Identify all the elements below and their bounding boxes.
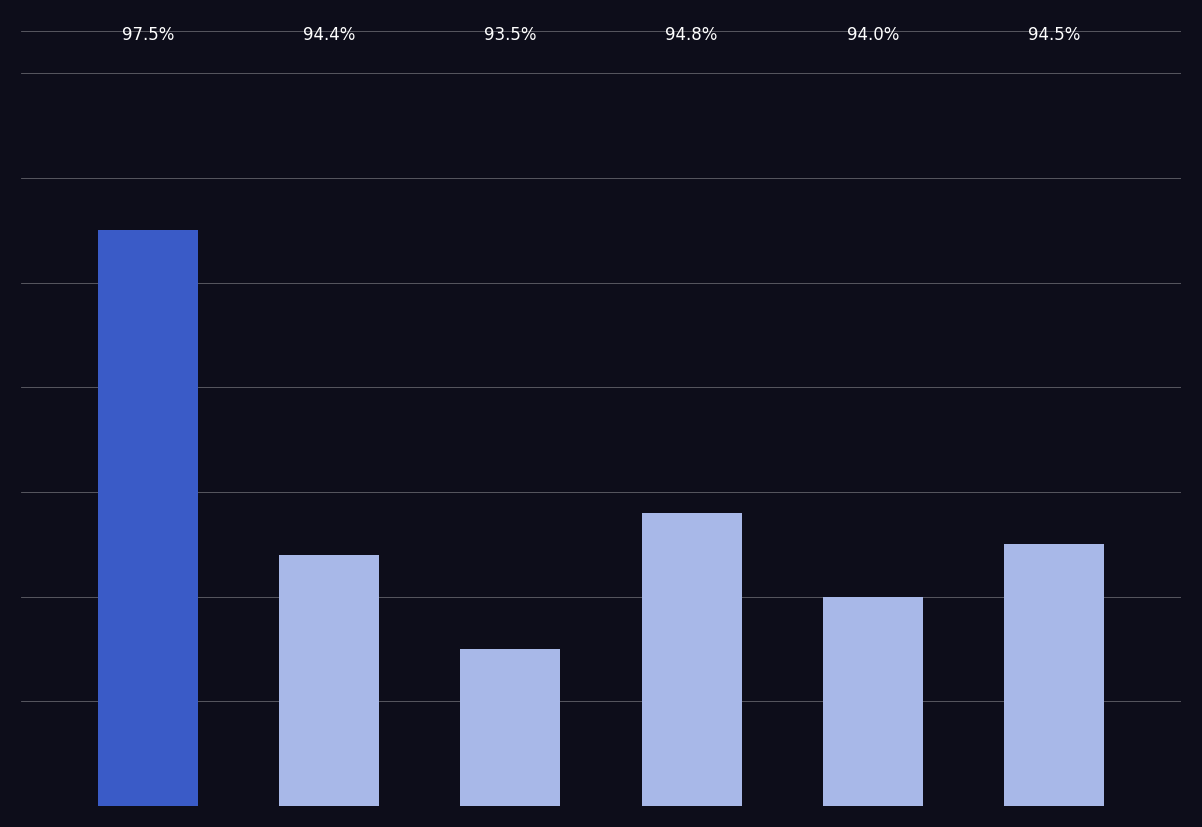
Bar	[97, 230, 197, 827]
Text: 97.5%: 97.5%	[121, 26, 174, 44]
Bar	[642, 513, 742, 827]
Text: 94.5%: 94.5%	[1028, 26, 1081, 44]
Text: 94.0%: 94.0%	[846, 26, 899, 44]
Text: 93.5%: 93.5%	[484, 26, 536, 44]
Text: 94.4%: 94.4%	[303, 26, 356, 44]
Bar	[1005, 544, 1105, 827]
Bar	[823, 597, 923, 827]
Bar	[279, 555, 379, 827]
Text: 94.8%: 94.8%	[666, 26, 718, 44]
Bar	[460, 649, 560, 827]
